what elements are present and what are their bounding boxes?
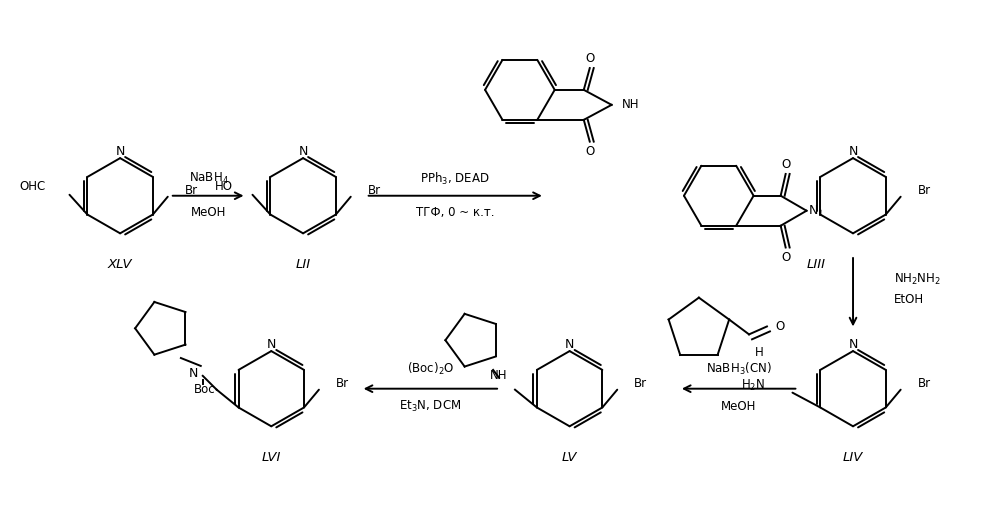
Text: OHC: OHC	[19, 180, 46, 193]
Text: NaBH$_4$: NaBH$_4$	[189, 171, 229, 187]
Text: H$_2$N: H$_2$N	[741, 378, 765, 393]
Text: O: O	[585, 145, 594, 158]
Text: PPh$_3$, DEAD: PPh$_3$, DEAD	[421, 171, 491, 187]
Text: EtOH: EtOH	[894, 293, 924, 306]
Text: LIII: LIII	[807, 259, 826, 271]
Text: NaBH$_3$(CN): NaBH$_3$(CN)	[705, 361, 771, 377]
Text: MeOH: MeOH	[721, 400, 756, 413]
Text: H: H	[754, 346, 763, 359]
Text: Br: Br	[368, 184, 381, 197]
Text: LVI: LVI	[262, 452, 281, 464]
Text: Et$_3$N, DCM: Et$_3$N, DCM	[400, 399, 462, 414]
Text: Boc: Boc	[194, 383, 216, 396]
Text: O: O	[781, 251, 790, 264]
Text: LII: LII	[296, 259, 311, 271]
Text: Br: Br	[917, 377, 931, 390]
Text: N: N	[848, 338, 858, 351]
Text: NH: NH	[490, 369, 507, 382]
Text: Br: Br	[917, 184, 931, 197]
Text: XLV: XLV	[108, 259, 133, 271]
Text: N: N	[267, 338, 276, 351]
Text: N: N	[564, 338, 574, 351]
Text: N: N	[299, 145, 308, 158]
Text: O: O	[775, 320, 784, 333]
Text: MeOH: MeOH	[191, 206, 227, 219]
Text: ТГФ, 0 ~ к.т.: ТГФ, 0 ~ к.т.	[416, 206, 495, 219]
Text: Br: Br	[634, 377, 647, 390]
Text: N: N	[848, 145, 858, 158]
Text: O: O	[781, 157, 790, 171]
Text: NH$_2$NH$_2$: NH$_2$NH$_2$	[894, 272, 941, 287]
Text: N: N	[189, 367, 198, 381]
Text: Br: Br	[336, 377, 349, 390]
Text: N: N	[116, 145, 125, 158]
Text: LIV: LIV	[843, 452, 863, 464]
Text: LV: LV	[561, 452, 577, 464]
Text: N: N	[809, 204, 818, 217]
Text: NH: NH	[621, 99, 639, 111]
Text: Br: Br	[185, 184, 198, 197]
Text: (Boc)$_2$O: (Boc)$_2$O	[407, 361, 454, 377]
Text: HO: HO	[215, 180, 233, 193]
Text: O: O	[585, 52, 594, 65]
